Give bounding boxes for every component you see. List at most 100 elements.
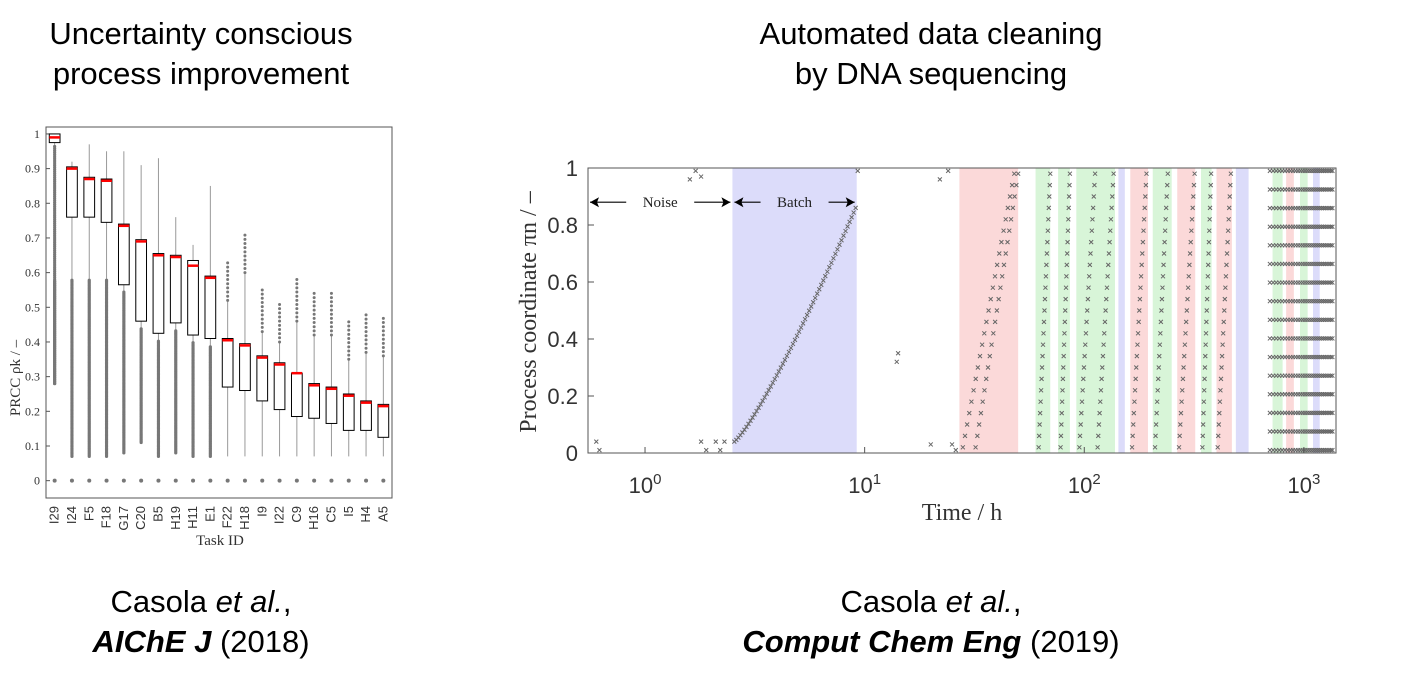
- data-point: [1317, 205, 1323, 211]
- data-point: [717, 447, 723, 453]
- data-point: [1141, 228, 1146, 234]
- data-point: [1043, 285, 1048, 291]
- data-point: [1080, 376, 1086, 382]
- data-point: [597, 447, 602, 453]
- data-point: [1081, 365, 1087, 370]
- data-point: [1190, 205, 1196, 211]
- data-point: [1136, 308, 1142, 313]
- data-point: [814, 291, 820, 296]
- data-point: [1039, 376, 1044, 382]
- data-point: [1324, 410, 1330, 416]
- data-point: [978, 410, 984, 416]
- box-plot-ytick-label: 0.2: [25, 404, 40, 418]
- data-point: [1133, 365, 1139, 370]
- data-point: [969, 399, 974, 405]
- data-point: [975, 433, 980, 439]
- data-point: [1330, 298, 1335, 304]
- data-point: [698, 439, 704, 444]
- outlier-point: [260, 296, 264, 300]
- outlier-point: [347, 337, 351, 341]
- data-point: [1179, 399, 1184, 405]
- data-point: [1206, 228, 1212, 234]
- outlier-point: [173, 478, 178, 483]
- data-point: [1130, 433, 1135, 439]
- data-point: [1225, 239, 1230, 245]
- data-point: [1131, 410, 1137, 416]
- data-point: [1322, 298, 1328, 304]
- data-point: [831, 255, 836, 261]
- data-point: [1062, 330, 1067, 336]
- outlier-point: [139, 327, 143, 331]
- data-point: [1086, 273, 1092, 279]
- data-point: [1161, 262, 1166, 268]
- data-point: [1220, 330, 1226, 336]
- outlier-point: [278, 340, 282, 344]
- data-point: [1191, 182, 1197, 188]
- data-point: [1328, 354, 1334, 360]
- outlier-point: [381, 350, 385, 354]
- outlier-point: [347, 345, 351, 349]
- data-point: [1330, 336, 1335, 341]
- outlier-point: [295, 290, 299, 294]
- data-point: [1156, 365, 1162, 370]
- box-plot-category-label: I24: [64, 506, 79, 524]
- outlier-point: [381, 341, 385, 345]
- data-point: [994, 308, 1000, 313]
- data-point: [1058, 433, 1064, 439]
- data-point: [1159, 308, 1164, 313]
- data-point: [1037, 422, 1043, 427]
- data-point: [703, 447, 709, 453]
- data-point: [1154, 399, 1160, 405]
- outlier-point: [295, 294, 299, 298]
- data-point: [949, 442, 955, 447]
- box: [221, 338, 234, 388]
- outlier-point: [364, 338, 368, 342]
- data-point: [1315, 261, 1321, 267]
- box-plot-chart: 0 0.1 0.2 0.3 0.4 0.5 0.6 0.7 0.8 0.9 1 I29 I24 F5 F1…: [8, 126, 393, 549]
- data-point: [1326, 317, 1332, 323]
- region-green: [1152, 168, 1172, 453]
- data-point: [1328, 242, 1334, 248]
- data-point: [1317, 317, 1323, 323]
- box-plot-ytick-label: 1: [34, 127, 40, 141]
- data-point: [1062, 319, 1068, 325]
- data-point: [985, 365, 991, 370]
- data-point: [1036, 444, 1042, 450]
- data-point: [1135, 342, 1140, 348]
- data-point: [945, 168, 951, 174]
- outlier-point: [312, 296, 316, 300]
- data-point: [1085, 296, 1091, 302]
- data-point: [1328, 205, 1334, 211]
- data-point: [1202, 353, 1208, 359]
- outlier-point: [122, 290, 126, 294]
- data-point: [1221, 319, 1227, 325]
- scatter-ytick-label: 0.2: [547, 384, 578, 409]
- data-point: [1321, 242, 1326, 248]
- outlier-point: [364, 342, 368, 346]
- region-batch: [732, 168, 857, 453]
- outlier-point: [295, 298, 299, 302]
- data-point: [1324, 429, 1330, 434]
- data-point: [847, 219, 852, 225]
- data-point: [1038, 387, 1044, 393]
- data-point: [937, 177, 943, 182]
- scatter-chart: 0 0.2 0.4 0.6 0.8 1 100 101 102 103 Noise Batch P…: [516, 156, 1337, 526]
- box-plot-category-label: C9: [289, 506, 304, 523]
- data-point: [1101, 342, 1106, 348]
- annotation-label: Noise: [643, 195, 678, 211]
- data-point: [1163, 205, 1169, 211]
- data-point: [1223, 285, 1228, 291]
- data-point: [796, 329, 802, 335]
- data-point: [1326, 187, 1332, 192]
- data-point: [1097, 399, 1103, 405]
- outlier-point: [381, 337, 385, 341]
- data-point: [1328, 187, 1334, 192]
- data-point: [1038, 399, 1043, 405]
- data-point: [1183, 319, 1189, 325]
- box-plot-category-label: C20: [133, 506, 148, 530]
- data-point: [1041, 319, 1047, 325]
- data-point: [1163, 216, 1169, 222]
- data-point: [1097, 410, 1102, 416]
- box: [256, 355, 269, 402]
- data-point: [1181, 365, 1186, 370]
